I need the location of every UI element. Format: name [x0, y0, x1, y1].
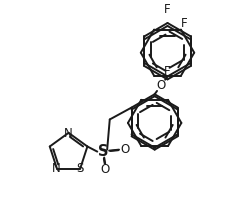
Text: F: F: [164, 3, 171, 16]
Text: O: O: [100, 163, 110, 176]
Text: F: F: [181, 18, 188, 31]
Text: N: N: [52, 162, 60, 175]
Text: S: S: [98, 144, 109, 159]
Text: O: O: [120, 143, 130, 156]
Text: F: F: [164, 65, 171, 78]
Text: O: O: [157, 79, 166, 92]
Text: N: N: [64, 127, 73, 140]
Text: S: S: [76, 162, 84, 175]
